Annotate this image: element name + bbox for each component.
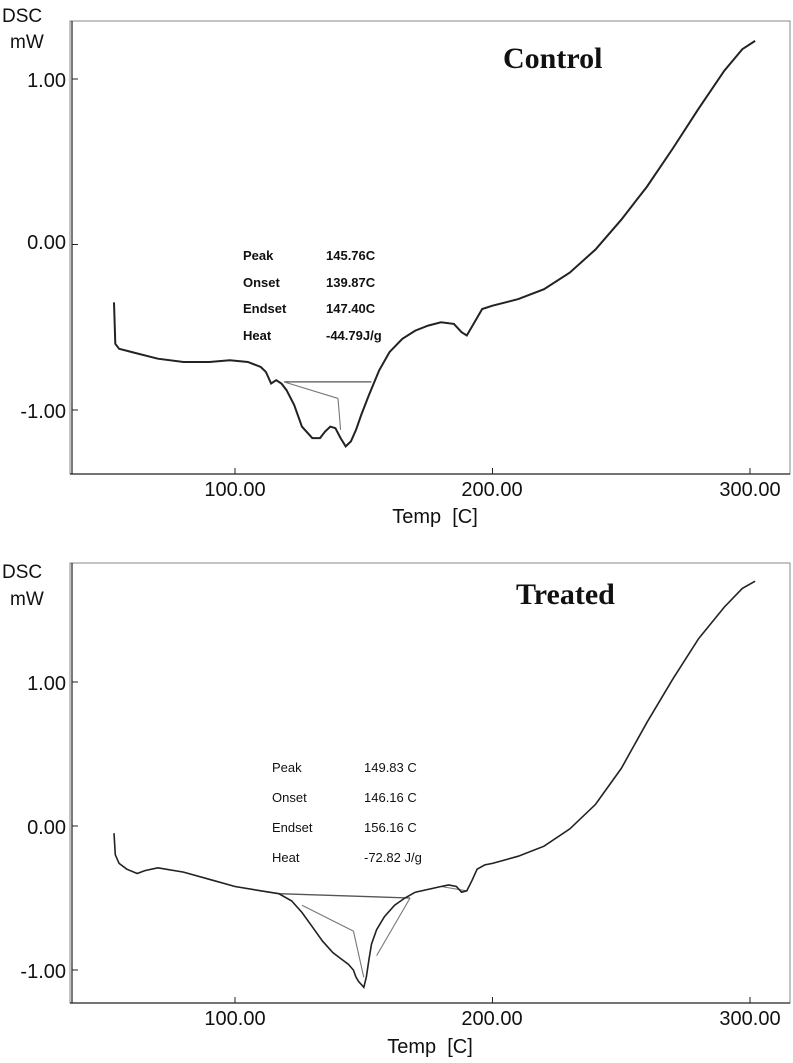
control-ticks — [72, 78, 751, 474]
control-ytick-label: 0.00 — [27, 232, 66, 254]
treated-tangent-line — [376, 897, 411, 956]
treated-annotation-value: 156.16 C — [364, 820, 417, 835]
treated-chart: DSC mW Treated 1.00 0.00 -1.00 100.00 20… — [2, 562, 791, 1058]
treated-xtick-label: 200.00 — [461, 1008, 522, 1030]
control-tangent-line — [283, 381, 339, 399]
treated-xtick-label: 100.00 — [204, 1008, 265, 1030]
treated-plot-frame — [69, 562, 791, 1004]
control-annotation-label: Peak — [243, 248, 274, 263]
treated-tangent-line — [301, 904, 354, 932]
control-chart: DSC mW Control 1.00 0.00 -1.00 100.00 20… — [2, 6, 791, 528]
control-ytick-label: -1.00 — [20, 401, 66, 423]
treated-reference-lines — [278, 885, 467, 978]
treated-series-line — [113, 580, 756, 989]
treated-tangent-line — [440, 885, 467, 892]
treated-annotation-value: 149.83 C — [364, 760, 417, 775]
treated-y-label-unit: mW — [10, 589, 44, 610]
control-annotation-value: 139.87C — [326, 275, 376, 290]
treated-tangent-line — [352, 931, 365, 978]
control-annotation-value: 147.40C — [326, 301, 376, 316]
treated-y-label-dsc: DSC — [2, 562, 42, 583]
treated-ticks — [72, 681, 751, 1003]
control-annotation-value: 145.76C — [326, 248, 376, 263]
control-title: Control — [503, 42, 602, 75]
control-tick-labels: 1.00 0.00 -1.00 100.00 200.00 300.00 — [20, 70, 780, 501]
control-x-axis-title: Temp [C] — [392, 506, 478, 528]
control-xtick-label: 100.00 — [204, 479, 265, 501]
treated-annotation-value: -72.82 J/g — [364, 850, 422, 865]
treated-ytick-label: -1.00 — [20, 961, 66, 983]
control-annotation-value: -44.79J/g — [326, 328, 382, 343]
control-reference-lines — [283, 381, 372, 430]
treated-xtick-label: 300.00 — [719, 1008, 780, 1030]
control-xtick-label: 200.00 — [461, 479, 522, 501]
treated-annotation-label: Onset — [272, 790, 307, 805]
control-y-label-unit: mW — [10, 32, 44, 53]
control-annotation-label: Heat — [243, 328, 272, 343]
control-tangent-line — [337, 398, 342, 430]
control-series-line — [113, 40, 756, 448]
control-xtick-label: 300.00 — [719, 479, 780, 501]
treated-annotation-label: Heat — [272, 850, 300, 865]
treated-annotation-label: Endset — [272, 820, 313, 835]
treated-title: Treated — [516, 578, 615, 611]
control-annotation-label: Endset — [243, 301, 287, 316]
control-y-label-dsc: DSC — [2, 6, 42, 27]
treated-annotation: Peak 149.83 C Onset 146.16 C Endset 156.… — [272, 760, 422, 865]
treated-baseline — [278, 893, 411, 899]
control-annotation-label: Onset — [243, 275, 281, 290]
control-plot-frame — [69, 20, 791, 475]
control-ytick-label: 1.00 — [27, 70, 66, 92]
control-annotation: Peak 145.76C Onset 139.87C Endset 147.40… — [243, 248, 382, 343]
treated-tick-labels: 1.00 0.00 -1.00 100.00 200.00 300.00 — [20, 673, 780, 1030]
treated-annotation-label: Peak — [272, 760, 302, 775]
treated-ytick-label: 1.00 — [27, 673, 66, 695]
treated-annotation-value: 146.16 C — [364, 790, 417, 805]
treated-x-axis-title: Temp [C] — [387, 1036, 473, 1058]
treated-ytick-label: 0.00 — [27, 817, 66, 839]
